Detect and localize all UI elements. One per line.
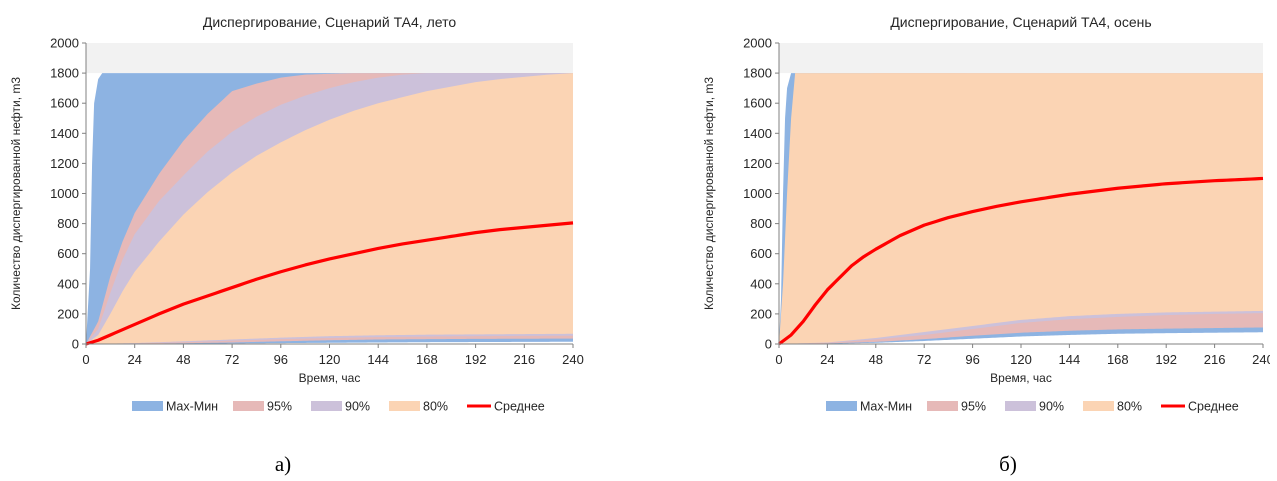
panel-caption-b: б) [999, 452, 1017, 476]
chart-panel-b: 0 200 400 600 800 1000 1200 1400 1600 1800 2000 0 24… [650, 0, 1270, 481]
x-tick-label: 240 [1252, 352, 1270, 367]
legend-label: 90% [345, 400, 370, 414]
y-tick-label: 1000 [50, 186, 79, 201]
y-tick-label: 200 [57, 306, 79, 321]
legend-label: 95% [961, 400, 986, 414]
y-tick-label: 1800 [50, 66, 79, 81]
chart-title: Диспергирование, Сценарий ТА4, осень [890, 14, 1151, 30]
x-tick-label: 120 [1010, 352, 1032, 367]
x-tick-label: 96 [274, 352, 288, 367]
x-tick-label: 120 [319, 352, 341, 367]
legend-label: Среднее [1188, 400, 1239, 414]
x-tick-label: 72 [917, 352, 931, 367]
x-tick-label: 144 [1059, 352, 1081, 367]
x-tick-label: 48 [176, 352, 190, 367]
x-tick-label: 240 [562, 352, 584, 367]
dispersion-chart-summer: 0 200 400 600 800 1000 1200 1400 1600 1800 2000 0 24… [9, 14, 584, 414]
x-tick-label: 192 [1155, 352, 1177, 367]
x-tick-label: 168 [1107, 352, 1129, 367]
legend-entry-p80: 80% [1083, 400, 1142, 414]
legend-swatch [927, 401, 958, 411]
x-tick-label: 144 [367, 352, 389, 367]
legend-label: Среднее [494, 400, 545, 414]
y-tick-label: 600 [57, 246, 79, 261]
legend-entry-maxmin: Max-Мин [132, 400, 218, 414]
legend-swatch [233, 401, 264, 411]
legend-swatch [389, 401, 420, 411]
x-axis-label: Время, час [299, 371, 361, 385]
legend-label: 80% [1117, 400, 1142, 414]
x-tick-label: 24 [127, 352, 141, 367]
x-tick-label: 0 [82, 352, 89, 367]
y-tick-label: 1600 [50, 96, 79, 111]
legend-label: 90% [1039, 400, 1064, 414]
legend-swatch [1005, 401, 1036, 411]
band-p80 [86, 73, 573, 344]
legend-entry-p90: 90% [311, 400, 370, 414]
legend-label: 95% [267, 400, 292, 414]
dispersion-chart-autumn: 0 200 400 600 800 1000 1200 1400 1600 1800 2000 0 24… [702, 14, 1270, 414]
legend-entry-mean: Среднее [1161, 400, 1239, 414]
legend-swatch [311, 401, 342, 411]
y-tick-label: 1200 [743, 156, 772, 171]
y-tick-label: 2000 [50, 36, 79, 51]
x-tick-label: 24 [820, 352, 834, 367]
x-tick-label: 216 [513, 352, 535, 367]
y-tick-label: 1000 [743, 186, 772, 201]
x-tick-label: 168 [416, 352, 438, 367]
mean-line [85, 221, 574, 346]
panel-caption-a: а) [274, 452, 292, 476]
legend-label: Max-Мин [860, 400, 912, 414]
x-tick-label: 0 [775, 352, 782, 367]
legend-label: Max-Мин [166, 400, 218, 414]
legend-entry-maxmin: Max-Мин [826, 400, 912, 414]
legend-swatch [826, 401, 857, 411]
y-tick-label: 800 [57, 216, 79, 231]
chart-panel-a: 0 200 400 600 800 1000 1200 1400 1600 1800 2000 0 24… [0, 0, 620, 481]
y-tick-label: 1600 [743, 96, 772, 111]
legend-entry-mean: Среднее [467, 400, 545, 414]
legend-label: 80% [423, 400, 448, 414]
y-tick-label: 1400 [743, 126, 772, 141]
y-tick-label: 0 [765, 337, 772, 352]
legend-entry-p90: 90% [1005, 400, 1064, 414]
y-tick-label: 200 [750, 306, 772, 321]
x-tick-label: 96 [965, 352, 979, 367]
mean-line [778, 176, 1264, 346]
x-tick-label: 192 [465, 352, 487, 367]
ceiling-band [86, 43, 573, 74]
y-tick-label: 1400 [50, 126, 79, 141]
y-axis-label: Количество диспергированной нефти, m3 [702, 77, 716, 310]
legend-entry-p95: 95% [233, 400, 292, 414]
y-tick-label: 400 [57, 276, 79, 291]
y-tick-label: 1800 [743, 66, 772, 81]
y-tick-label: 1200 [50, 156, 79, 171]
legend-swatch [132, 401, 163, 411]
y-tick-label: 2000 [743, 36, 772, 51]
y-axis-label: Количество диспергированной нефти, m3 [9, 77, 23, 310]
y-tick-label: 600 [750, 246, 772, 261]
y-tick-label: 0 [72, 337, 79, 352]
y-tick-label: 400 [750, 276, 772, 291]
x-tick-label: 216 [1204, 352, 1226, 367]
x-tick-label: 48 [869, 352, 883, 367]
legend-swatch [1083, 401, 1114, 411]
ceiling-band [779, 43, 1263, 74]
band-p80 [779, 73, 1263, 344]
chart-title: Диспергирование, Сценарий ТА4, лето [203, 14, 456, 30]
legend-entry-p80: 80% [389, 400, 448, 414]
y-tick-label: 800 [750, 216, 772, 231]
x-tick-label: 72 [225, 352, 239, 367]
x-axis-label: Время, час [990, 371, 1052, 385]
legend-entry-p95: 95% [927, 400, 986, 414]
